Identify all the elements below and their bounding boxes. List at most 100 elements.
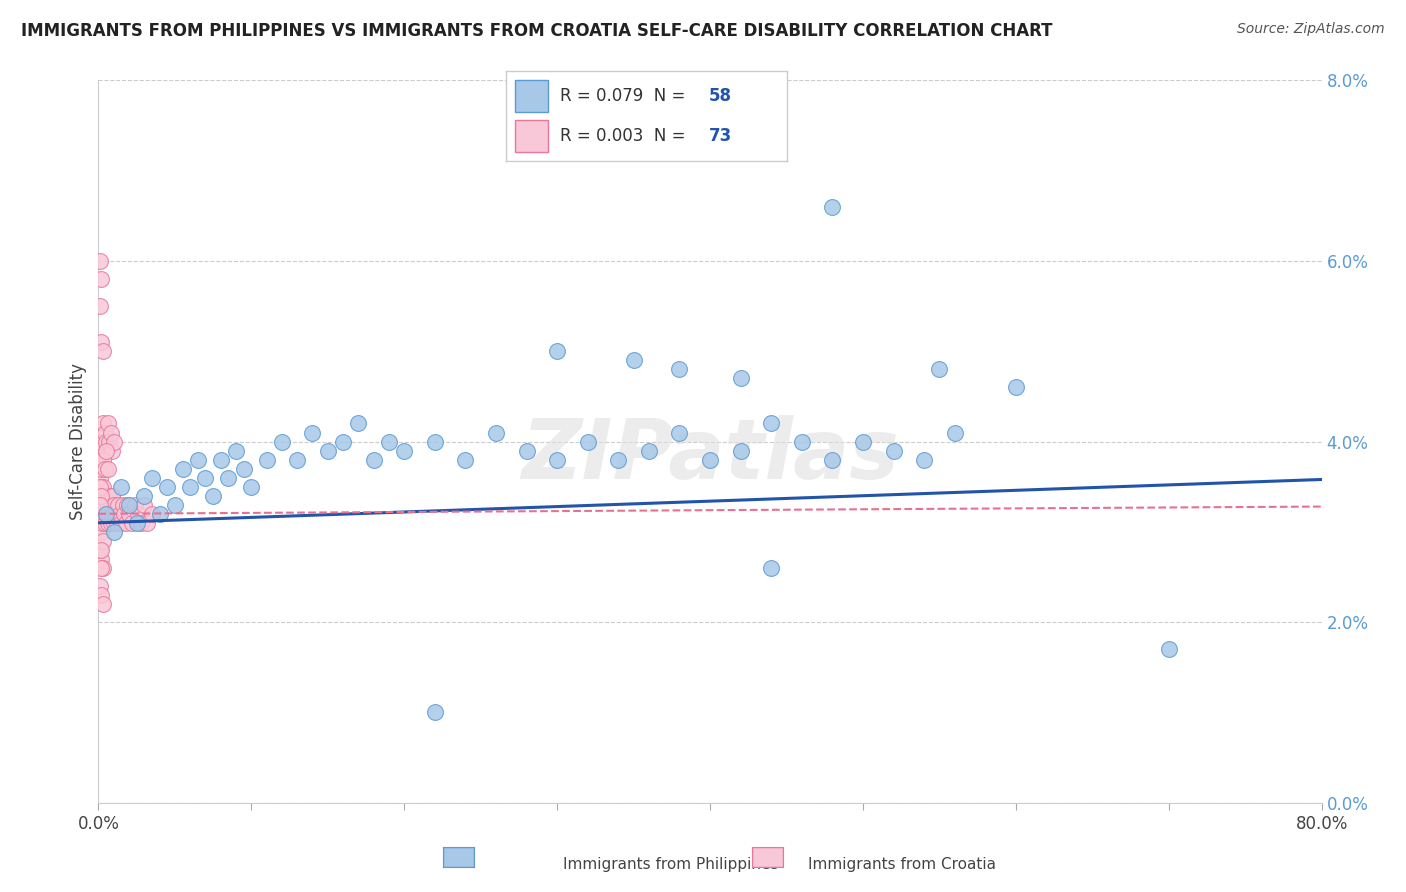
Point [637,443,661,458]
Point [454,452,477,467]
Point [100,425,122,440]
Point [89,480,111,494]
Point [89,299,111,313]
Point [156,480,179,494]
Point [90,489,112,503]
Point [91,480,114,494]
Text: Immigrants from Croatia: Immigrants from Croatia [808,857,995,872]
Bar [515,120,548,152]
Text: Immigrants from Philippines: Immigrants from Philippines [564,857,779,872]
Point [110,516,132,530]
Point [100,516,122,530]
Point [90,272,112,286]
Point [94,507,117,521]
Point [101,443,124,458]
Point [108,507,131,521]
Point [97,498,120,512]
Point [392,443,416,458]
Point [97,516,120,530]
Point [97,417,120,431]
Point [759,561,782,575]
Text: Source: ZipAtlas.com: Source: ZipAtlas.com [1237,22,1385,37]
Point [699,452,721,467]
Point [91,561,114,575]
Point [97,461,120,475]
Point [117,498,139,512]
Text: 58: 58 [709,87,731,105]
Point [90,552,112,566]
Point [110,480,132,494]
Point [89,507,111,521]
Point [91,507,114,521]
Point [93,461,115,475]
Point [107,498,129,512]
Point [127,507,149,521]
Point [240,480,263,494]
Point [91,417,114,431]
Text: R = 0.079  N =: R = 0.079 N = [560,87,690,105]
Point [105,516,128,530]
Point [363,452,385,467]
Point [90,434,112,449]
Point [89,471,111,485]
Point [256,452,278,467]
Point [134,489,156,503]
Point [852,434,875,449]
Point [91,597,114,611]
Text: ZIPatlas: ZIPatlas [522,416,898,497]
Point [232,461,254,475]
Point [607,452,630,467]
Point [101,489,124,503]
Point [100,498,122,512]
Point [301,425,323,440]
Point [943,425,966,440]
Point [104,507,127,521]
Point [89,443,111,458]
Point [759,417,782,431]
Y-axis label: Self-Care Disability: Self-Care Disability [69,363,87,520]
Point [124,498,146,512]
Point [209,452,232,467]
Point [125,516,148,530]
Point [90,461,112,475]
Point [111,498,134,512]
Point [285,452,308,467]
Point [1157,642,1180,657]
Point [90,524,112,539]
Point [89,498,111,512]
Point [928,362,950,376]
Text: 73: 73 [709,127,733,145]
Point [378,434,401,449]
Point [89,253,111,268]
Point [90,335,112,350]
Point [141,507,163,521]
Point [163,498,186,512]
Point [217,471,239,485]
Point [485,425,508,440]
Point [623,353,645,368]
Point [89,579,111,593]
Point [89,480,111,494]
Point [98,434,121,449]
Point [423,434,446,449]
Point [115,516,138,530]
Point [730,443,752,458]
Point [187,452,209,467]
Point [89,452,111,467]
Point [118,507,141,521]
Point [821,452,844,467]
Point [172,461,194,475]
Point [1004,380,1026,394]
Point [546,344,568,359]
Point [91,344,114,359]
Point [134,498,156,512]
Point [103,434,125,449]
Point [332,434,354,449]
Point [136,516,159,530]
Point [90,542,112,557]
Point [98,507,121,521]
Point [90,498,112,512]
Point [194,471,217,485]
Point [821,200,844,214]
Point [90,489,112,503]
